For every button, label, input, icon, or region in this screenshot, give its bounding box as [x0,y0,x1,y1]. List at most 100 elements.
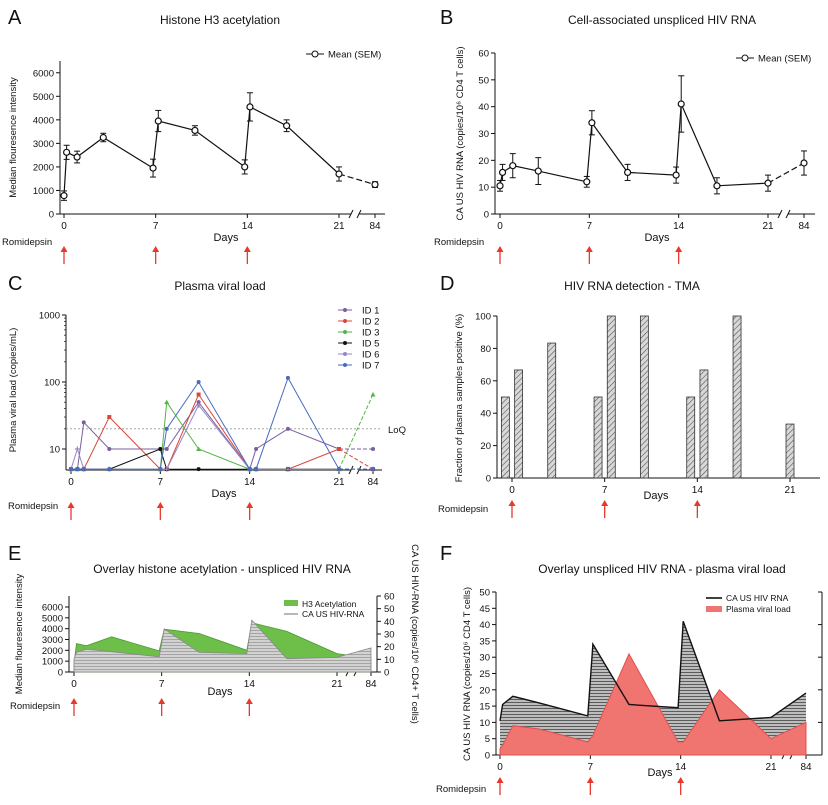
viral-load-series-line-dashed [338,394,374,470]
hiv-rna-y-tick-label: 0 [484,210,489,221]
panel-letter-a: A [8,7,22,29]
overlay-e-ylabel-right: CA US HIV-RNA (copies/10⁶ CD4+ T cells) [409,544,420,724]
overlay-e-y-tick-label: 3000 [42,635,63,646]
histone-y-tick-label: 5000 [33,92,54,103]
histone-axis-break-mark [356,209,362,219]
overlay-f-y-tick-label: 25 [479,669,490,680]
overlay-e-area-hiv [73,619,372,673]
overlay-f-romidepsin-arrowhead [677,777,685,783]
histone-data-point [154,117,162,125]
histone-y-tick-label: 2000 [33,162,54,173]
hiv-rna-data-point [800,159,808,167]
histone-y-tick-label: 6000 [33,68,54,79]
viral-load-data-point [371,447,375,451]
viral-load-legend-label: ID 1 [362,306,379,317]
overlay-e-x-tick-label: 7 [159,679,165,690]
overlay-f-y-tick-label: 20 [479,685,490,696]
tma-y-tick-label: 0 [486,474,491,485]
overlay-e-right-tick-label: 30 [384,630,395,641]
tma-bar [500,396,510,479]
viral-load-data-point [158,447,163,451]
overlay-f-chart: 0 5 10 15 20 25 30 35 40 45 50 CA US HIV RNA (copie… [436,587,823,795]
overlay-e-legend-swatch [284,600,298,606]
histone-data-point [63,148,71,156]
panel-letter-c: C [8,273,22,295]
tma-bar [606,315,616,479]
overlay-f-xlabel: Days [647,767,673,779]
overlay-e-right-tick-label: 50 [384,604,395,615]
viral-load-data-point [164,399,170,405]
overlay-e-right-tick-label: 10 [384,655,395,666]
histone-romidepsin-arrowhead [243,246,251,252]
overlay-f-x-tick-label: 21 [765,762,777,773]
histone-series-line-dashed [338,173,376,186]
overlay-f-y-tick-label: 10 [479,718,490,729]
histone-romidepsin-arrowhead [60,246,68,252]
overlay-e-legend-label: H3 Acetylation [302,599,357,609]
tma-y-tick-label: 60 [480,376,491,387]
viral-load-data-point [107,415,112,420]
overlay-e-legend-label: CA US HIV-RNA [302,609,365,619]
viral-load-data-point [75,467,80,472]
viral-load-legend-label: ID 3 [362,328,379,339]
overlay-e-ylabel: Median flouresence intensity [14,574,25,695]
histone-data-point [99,133,107,142]
overlay-f-legend-label: Plasma viral load [726,604,791,614]
viral-load-data-point [337,447,341,451]
overlay-e-x-tick-label: 14 [244,679,256,690]
tma-xlabel: Days [643,490,669,502]
tma-romidepsin-arrowhead [508,500,516,506]
tma-romidepsin-arrowhead [601,500,609,506]
hiv-rna-x-tick-label: 84 [798,221,810,232]
overlay-f-legend-label: CA US HIV RNA [726,593,789,603]
overlay-e-y-tick-label: 2000 [42,646,63,657]
viral-load-data-point [164,426,169,431]
viral-load-loq-label: LoQ [388,425,406,436]
overlay-f-y-tick-label: 45 [479,604,490,615]
viral-load-data-point [285,466,291,472]
tma-romidepsin-arrowhead [693,500,701,506]
hiv-rna-data-point [764,179,772,187]
viral-load-data-point [196,400,201,405]
overlay-e-right-tick-label: 0 [384,668,389,679]
histone-data-point [191,126,199,135]
tma-y-tick-label: 40 [480,409,491,420]
viral-load-chart: 10 100 1000 Plasma viral load (copies/mL) 0 7… [8,306,406,520]
viral-load-series-line [71,400,339,470]
overlay-f-romidepsin-arrowhead [496,777,504,783]
overlay-f-legend-swatch [706,606,722,612]
viral-load-y-tick-label: 10 [49,445,60,456]
tma-bar [593,396,603,479]
hiv-rna-data-point [509,162,517,170]
viral-load-data-point [337,467,341,472]
hiv-rna-title: Cell-associated unspliced HIV RNA [568,13,756,27]
hiv-rna-axis-break-mark [777,209,783,219]
viral-load-legend-marker [343,308,347,312]
hiv-rna-legend-marker [741,54,749,62]
hiv-rna-data-point [713,182,721,190]
viral-load-data-point [81,420,86,425]
histone-x-tick-label: 0 [61,221,67,232]
overlay-e-right-tick-label: 60 [384,592,395,603]
viral-load-data-point [107,467,112,472]
tma-bar [732,315,742,479]
viral-load-legend-label: ID 5 [362,339,379,350]
overlay-e-y-tick-label: 5000 [42,613,63,624]
hiv-rna-xlabel: Days [644,232,670,244]
viral-load-ylabel: Plasma viral load (copies/mL) [8,328,19,453]
viral-load-data-point [196,392,201,397]
panel-letter-e: E [8,543,21,565]
viral-load-romidepsin-arrowhead [67,502,75,508]
viral-load-data-point [254,447,259,451]
histone-data-point [371,180,379,189]
histone-title: Histone H3 acetylation [160,13,280,27]
viral-load-x-tick-label: 7 [158,477,164,488]
tma-bar [699,369,709,479]
hiv-rna-data-point [672,171,680,179]
hiv-rna-x-tick-label: 7 [587,221,593,232]
overlay-f-x-tick-label: 14 [675,762,687,773]
viral-load-data-point [196,380,201,384]
histone-x-tick-label: 21 [333,221,345,232]
